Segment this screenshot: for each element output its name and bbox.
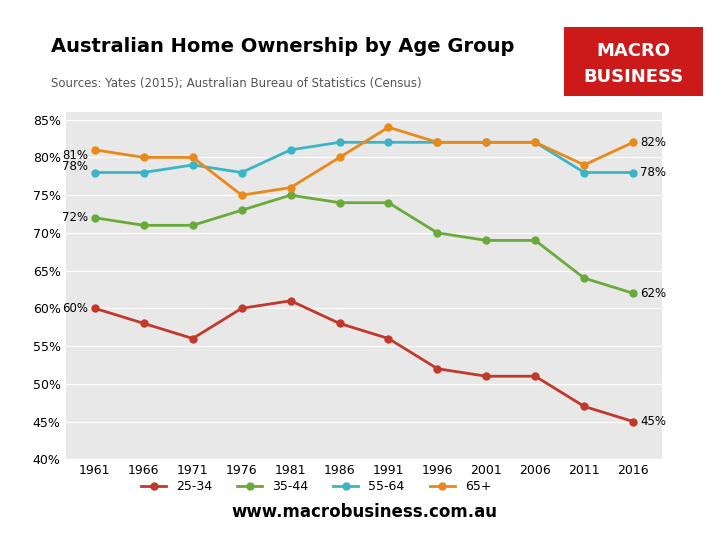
Text: 62%: 62% <box>640 287 666 300</box>
55-64 <box>629 169 638 176</box>
Text: 60%: 60% <box>62 302 88 315</box>
25-34 <box>189 335 197 342</box>
Text: 72%: 72% <box>62 211 88 224</box>
65+ <box>433 139 442 146</box>
Line: 35-44: 35-44 <box>92 192 636 297</box>
25-34 <box>286 297 295 304</box>
Line: 65+: 65+ <box>92 124 636 199</box>
Text: Sources: Yates (2015); Australian Bureau of Statistics (Census): Sources: Yates (2015); Australian Bureau… <box>51 77 422 90</box>
35-44 <box>531 237 539 244</box>
25-34 <box>140 320 149 327</box>
65+ <box>189 154 197 161</box>
35-44 <box>237 207 246 214</box>
55-64 <box>531 139 539 146</box>
Text: 82%: 82% <box>640 136 666 149</box>
Text: 78%: 78% <box>640 166 666 179</box>
25-34 <box>579 403 588 410</box>
55-64 <box>286 147 295 153</box>
55-64 <box>579 169 588 176</box>
35-44 <box>90 215 99 221</box>
25-34 <box>629 418 638 425</box>
65+ <box>482 139 491 146</box>
35-44 <box>482 237 491 244</box>
35-44 <box>433 230 442 236</box>
25-34 <box>90 305 99 311</box>
55-64 <box>140 169 149 176</box>
65+ <box>335 154 344 161</box>
Line: 25-34: 25-34 <box>92 297 636 425</box>
35-44 <box>384 200 393 206</box>
55-64 <box>384 139 393 146</box>
25-34 <box>335 320 344 327</box>
35-44 <box>629 290 638 296</box>
Text: www.macrobusiness.com.au: www.macrobusiness.com.au <box>231 502 497 521</box>
Text: 81%: 81% <box>62 149 88 162</box>
25-34 <box>482 373 491 380</box>
65+ <box>286 184 295 191</box>
65+ <box>629 139 638 146</box>
55-64 <box>189 162 197 168</box>
65+ <box>90 147 99 153</box>
Text: BUSINESS: BUSINESS <box>583 68 684 85</box>
Legend: 25-34, 35-44, 55-64, 65+: 25-34, 35-44, 55-64, 65+ <box>136 475 496 498</box>
55-64 <box>90 169 99 176</box>
Line: 55-64: 55-64 <box>92 139 636 176</box>
35-44 <box>189 222 197 229</box>
35-44 <box>579 275 588 281</box>
Text: Australian Home Ownership by Age Group: Australian Home Ownership by Age Group <box>51 37 515 57</box>
25-34 <box>237 305 246 311</box>
35-44 <box>335 200 344 206</box>
Text: 45%: 45% <box>640 415 666 428</box>
65+ <box>384 124 393 130</box>
65+ <box>140 154 149 161</box>
65+ <box>237 192 246 198</box>
55-64 <box>237 169 246 176</box>
65+ <box>579 162 588 168</box>
55-64 <box>335 139 344 146</box>
55-64 <box>482 139 491 146</box>
35-44 <box>286 192 295 198</box>
Text: 78%: 78% <box>62 160 88 174</box>
25-34 <box>531 373 539 380</box>
25-34 <box>384 335 393 342</box>
Text: MACRO: MACRO <box>596 42 670 60</box>
65+ <box>531 139 539 146</box>
25-34 <box>433 365 442 372</box>
55-64 <box>433 139 442 146</box>
35-44 <box>140 222 149 229</box>
